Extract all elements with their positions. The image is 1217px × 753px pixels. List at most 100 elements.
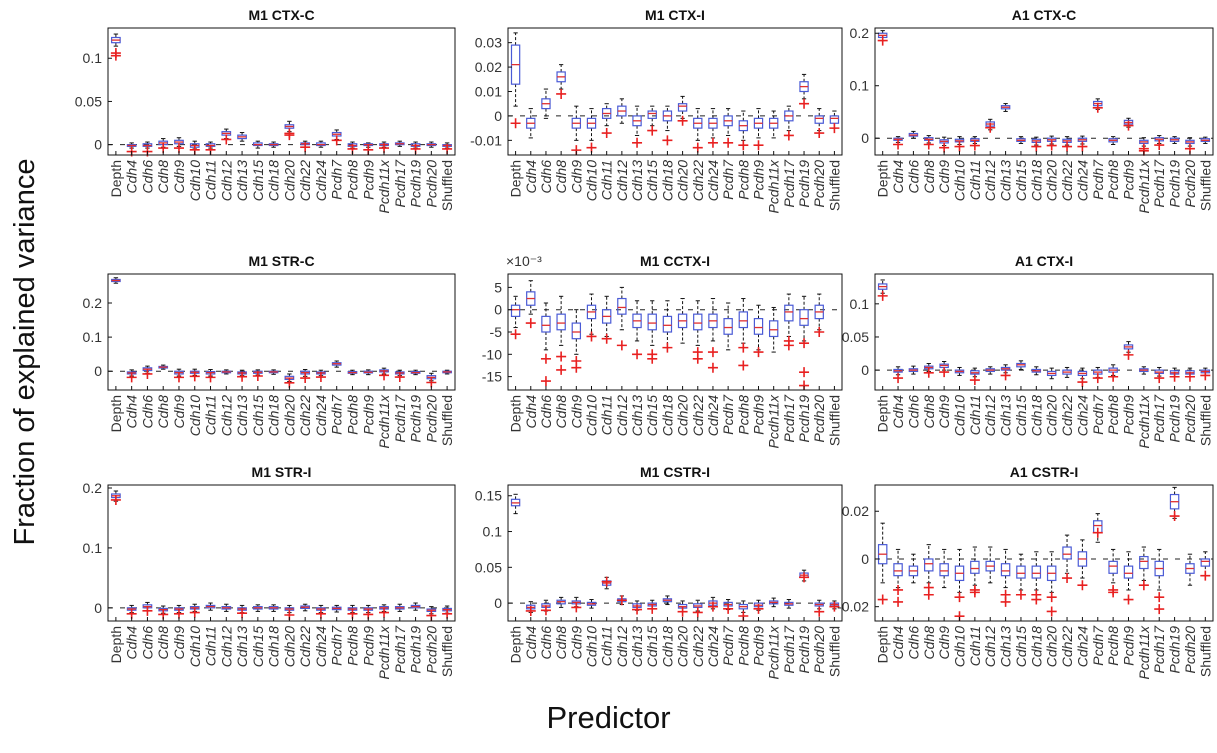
box-cdh18 xyxy=(662,105,673,146)
x-tick-label: Pcdh17 xyxy=(781,394,797,443)
x-tick-label: Pcdh8 xyxy=(344,160,360,200)
box-cdh6 xyxy=(142,601,153,616)
box-cdh8 xyxy=(923,362,934,378)
x-tick-label: Cdh15 xyxy=(250,626,266,667)
box-cdh18 xyxy=(1031,366,1042,376)
box-cdh6 xyxy=(908,365,919,375)
outlier-marker xyxy=(677,115,688,126)
outlier-marker xyxy=(814,327,825,337)
x-tick-label: Cdh24 xyxy=(1074,160,1090,201)
x-tick-label: Cdh20 xyxy=(1044,626,1060,667)
x-tick-label: Cdh15 xyxy=(644,395,660,436)
box-cdh8 xyxy=(158,138,169,154)
box-cdh24 xyxy=(1077,367,1088,388)
x-tick-label: Cdh11 xyxy=(967,395,983,435)
axes-frame xyxy=(107,27,456,156)
x-tick-label: Pcdh7 xyxy=(720,159,736,200)
x-tick-label: Cdh11 xyxy=(203,160,219,200)
outlier-marker xyxy=(662,342,673,353)
y-tick-label: -0.01 xyxy=(470,132,502,148)
outlier-marker xyxy=(556,351,567,362)
y-tick-label: 0.1 xyxy=(83,540,103,556)
x-tick-label: Cdh13 xyxy=(234,160,250,201)
outlier-marker xyxy=(237,608,248,619)
box-iqr xyxy=(738,311,749,329)
box-iqr xyxy=(510,304,521,317)
x-tick-label: Pcdh11x xyxy=(1136,625,1152,679)
x-tick-label: Cdh8 xyxy=(921,160,937,194)
box-cdh12 xyxy=(985,366,995,375)
box-cdh6 xyxy=(142,365,153,379)
outlier-marker xyxy=(753,347,764,358)
x-tick-label: Cdh10 xyxy=(187,626,203,667)
x-tick-label: Cdh15 xyxy=(644,160,660,201)
x-tick-label: Pcdh7 xyxy=(1090,625,1106,666)
box-pcdh7 xyxy=(723,302,733,351)
x-tick-label: Cdh13 xyxy=(629,395,645,436)
box-pcdh7 xyxy=(1092,366,1103,384)
y-tick-label: 0 xyxy=(494,595,502,611)
outlier-marker xyxy=(394,372,405,383)
box-cdh11 xyxy=(969,136,980,151)
box-cdh15 xyxy=(647,105,658,136)
axes-frame xyxy=(874,273,1214,391)
box-pcdh7 xyxy=(723,108,734,148)
box-iqr xyxy=(677,103,688,112)
box-cdh9 xyxy=(571,105,582,156)
subplot-title: M1 CSTR-I xyxy=(640,464,710,480)
outlier-marker xyxy=(893,373,904,384)
outlier-marker xyxy=(1108,587,1119,598)
outlier-marker xyxy=(616,340,627,351)
outlier-marker xyxy=(1200,370,1211,381)
box-iqr xyxy=(723,318,733,335)
box-cdh13 xyxy=(237,132,247,142)
y-tick-label: 0.05 xyxy=(475,559,502,575)
outlier-marker xyxy=(662,135,673,146)
outlier-marker xyxy=(954,592,965,603)
x-tick-label: Cdh11 xyxy=(599,626,615,666)
box-pcdh11x xyxy=(1139,366,1149,375)
box-cdh11 xyxy=(601,103,612,139)
x-tick-label: Cdh6 xyxy=(139,160,155,194)
outlier-marker xyxy=(601,576,612,587)
x-tick-label: Shuffled xyxy=(439,160,455,211)
outlier-marker xyxy=(1031,141,1042,152)
box-cdh24 xyxy=(707,108,718,148)
x-tick-label: Pcdh7 xyxy=(1090,159,1106,200)
box-cdh12 xyxy=(221,603,232,612)
y-tick-label: 0.02 xyxy=(842,503,869,519)
box-cdh20 xyxy=(677,95,688,126)
outlier-marker xyxy=(1062,141,1073,152)
box-cdh15 xyxy=(647,300,658,364)
box-cdh20 xyxy=(677,298,688,344)
y-axis-label: Fraction of explained variance xyxy=(9,159,41,546)
box-depth xyxy=(110,490,121,505)
box-pcdh19 xyxy=(799,73,810,109)
box-pcdh7 xyxy=(331,129,342,146)
outlier-marker xyxy=(252,371,263,382)
y-tick-label: -0.02 xyxy=(837,599,869,615)
outlier-marker xyxy=(939,142,950,153)
y-tick-label: 0 xyxy=(94,137,102,153)
x-tick-label: Pcdh11x xyxy=(766,625,782,679)
box-cdh13 xyxy=(632,105,643,148)
x-tick-label: Cdh22 xyxy=(297,160,313,201)
box-cdh9 xyxy=(173,137,184,154)
x-tick-label: Cdh24 xyxy=(313,395,329,436)
outlier-marker xyxy=(601,128,612,139)
x-tick-label: Pcdh17 xyxy=(1151,159,1167,208)
x-tick-label: Cdh12 xyxy=(218,626,234,667)
box-cdh4 xyxy=(525,601,536,616)
y-tick-label: 0.1 xyxy=(83,50,103,66)
outlier-marker xyxy=(707,362,718,373)
x-tick-label: Cdh4 xyxy=(523,160,539,194)
box-depth xyxy=(877,279,888,301)
box-pcdh17 xyxy=(783,105,794,141)
x-tick-label: Cdh15 xyxy=(250,395,266,436)
box-pcdh7 xyxy=(331,360,342,368)
x-tick-label: Cdh8 xyxy=(921,395,937,429)
outlier-marker xyxy=(1108,371,1119,382)
outlier-marker xyxy=(1123,349,1134,360)
x-tick-label: Cdh11 xyxy=(967,626,983,666)
